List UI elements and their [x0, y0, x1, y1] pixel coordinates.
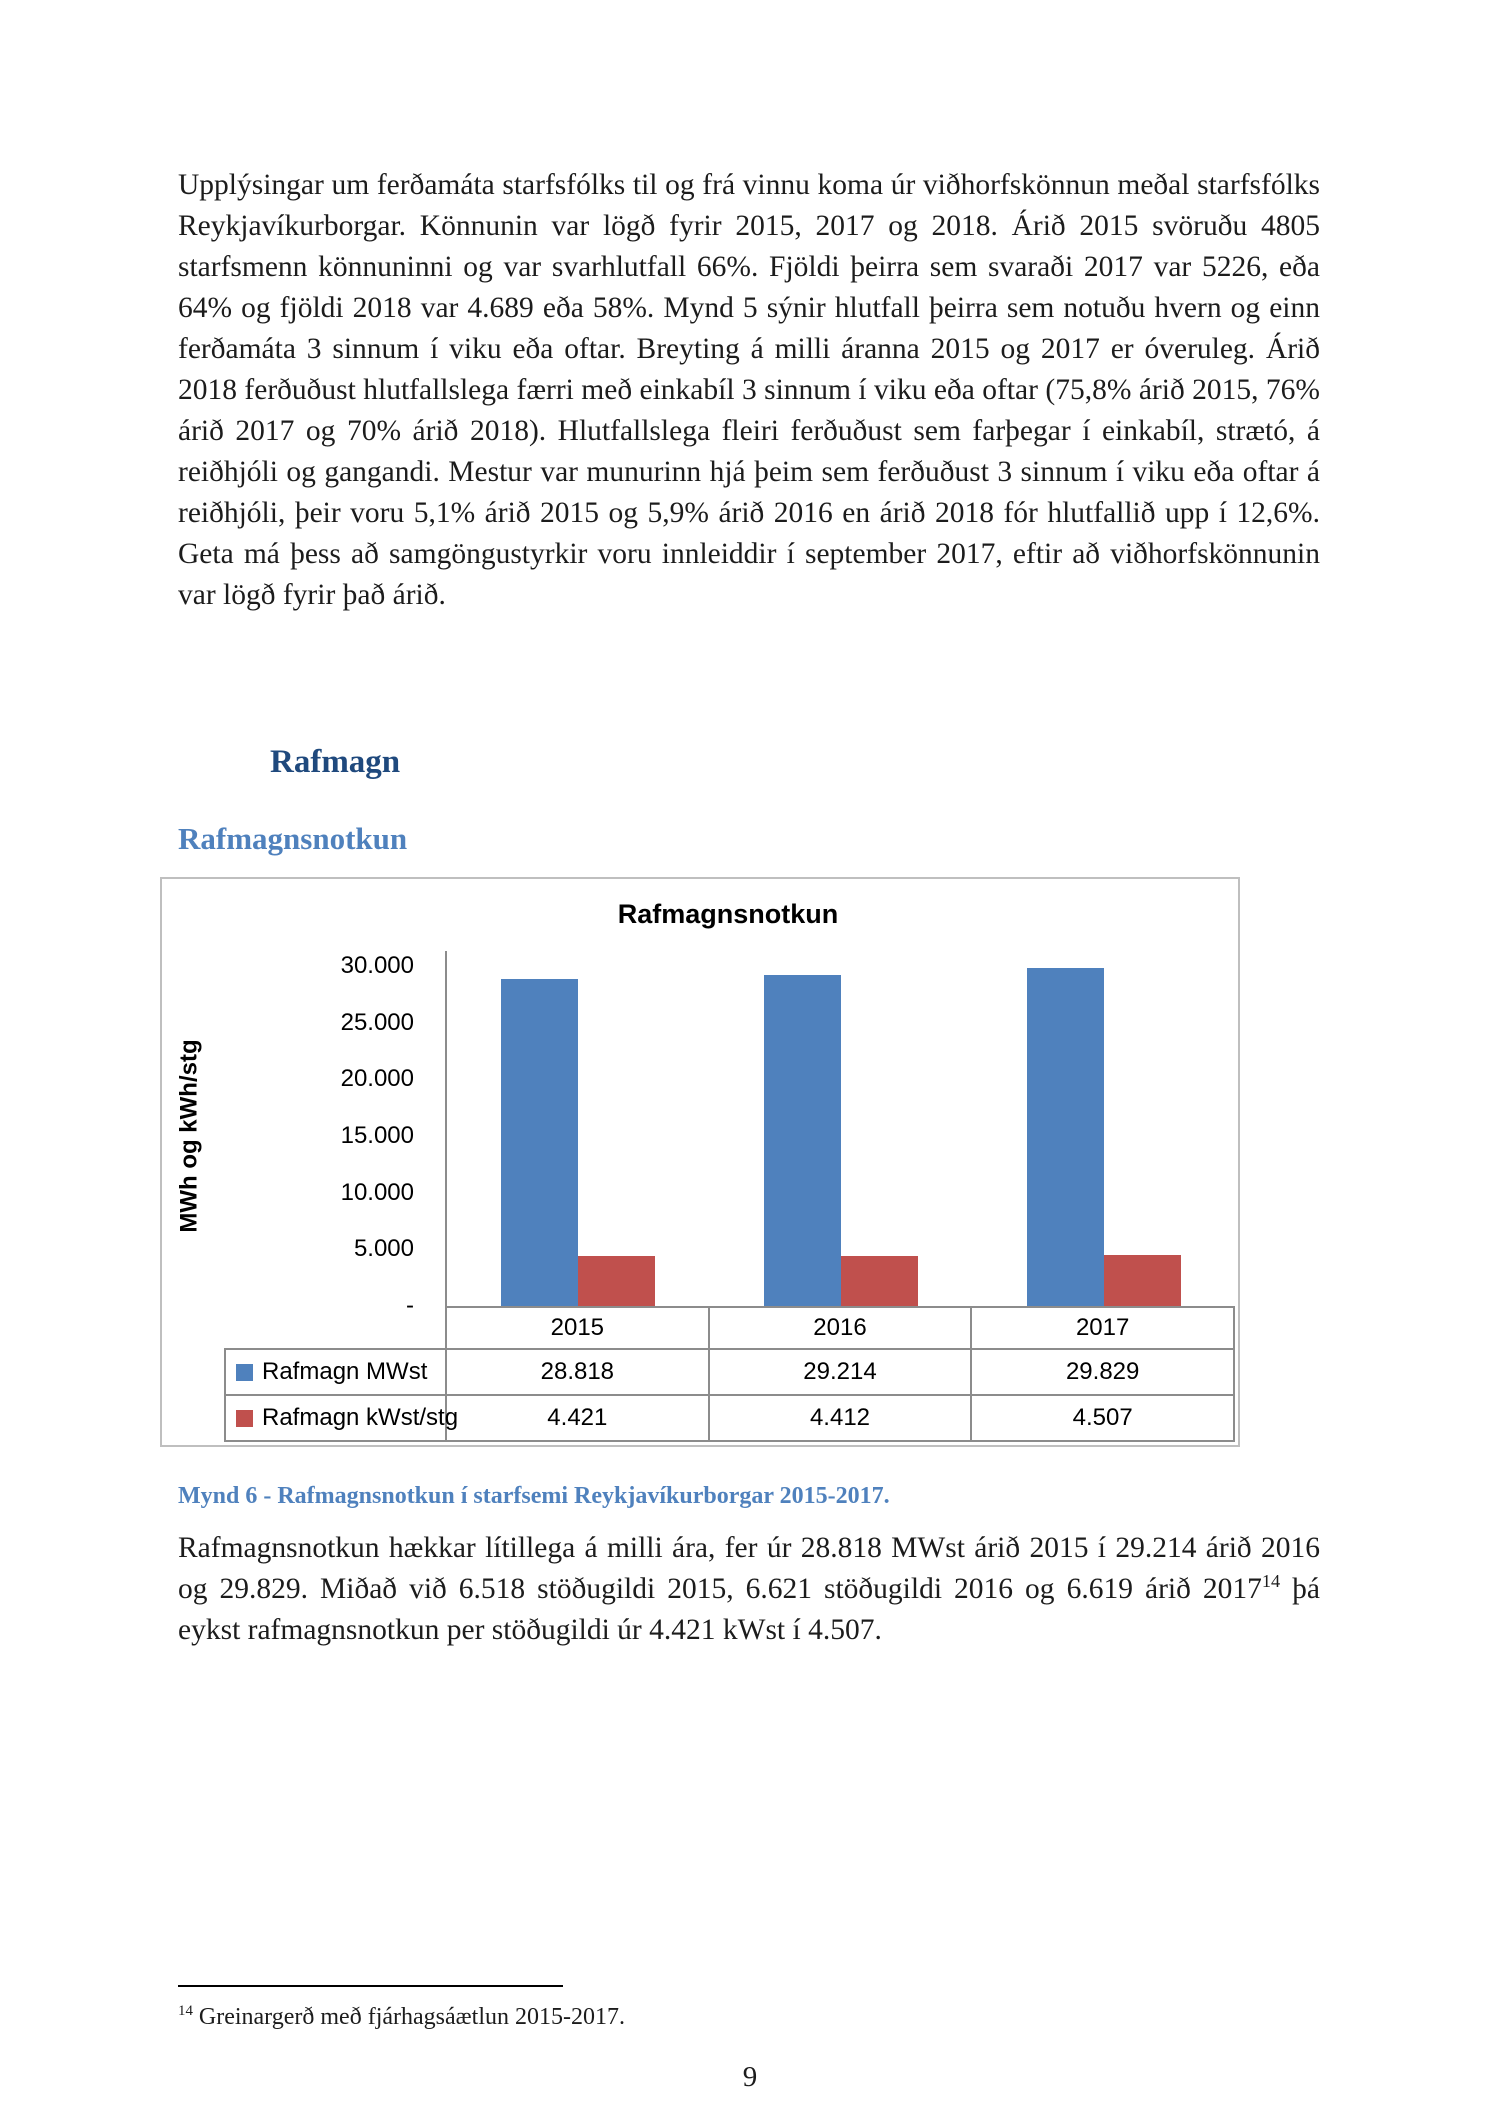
value-cell: 29.829: [970, 1348, 1235, 1396]
bar-group-2017: [972, 966, 1235, 1306]
y-tick-label: 5.000: [353, 1235, 414, 1263]
legend-label: Rafmagn MWst: [262, 1358, 428, 1385]
value-cell: 4.507: [970, 1394, 1235, 1442]
table-corner-cell: [225, 1307, 446, 1349]
bar: [1103, 1254, 1181, 1306]
y-tick-label: 10.000: [340, 1178, 414, 1206]
section-heading-rafmagn: Rafmagn: [270, 744, 401, 780]
table-row: Rafmagn MWst 28.818 29.214 29.829: [224, 1348, 1235, 1396]
paragraph-electricity: Rafmagnsnotkun hækkar lítillega á milli …: [178, 1528, 1320, 1651]
value-cell: 28.818: [445, 1348, 710, 1396]
value-cell: 4.421: [445, 1394, 710, 1442]
y-axis-line: [445, 951, 447, 1306]
chart-table-header-row: 2015 2016 2017: [225, 1306, 1235, 1350]
footnote-marker: 14: [178, 2003, 193, 2019]
y-tick-label: 30.000: [340, 952, 414, 979]
year-header: 2017: [970, 1306, 1235, 1350]
legend-label: Rafmagn kWst/stg: [262, 1404, 459, 1431]
page-number: 9: [742, 2061, 758, 2093]
y-tick-label: 15.000: [340, 1122, 414, 1149]
table-row: Rafmagn kWst/stg 4.421 4.412 4.507: [224, 1394, 1235, 1442]
bar: [578, 1255, 656, 1306]
bar: [1026, 967, 1104, 1306]
subsection-heading-rafmagnsnotkun: Rafmagnsnotkun: [178, 821, 408, 856]
bar: [841, 1256, 918, 1306]
plot-area: [447, 966, 1235, 1306]
year-header: 2016: [707, 1306, 973, 1350]
y-tick-label: -: [406, 1292, 414, 1319]
paragraph-electricity-text: Rafmagnsnotkun hækkar lítillega á milli …: [178, 1532, 1320, 1605]
chart-data-table: 2015 2016 2017 Rafmagn MWst 28.818 29.214 29.…: [224, 1306, 1235, 1442]
footnote: 14 Greinargerð með fjárhagsáætlun 2015-2…: [178, 2001, 1320, 2033]
value-cell: 29.214: [707, 1348, 973, 1396]
y-axis-ticks: 30.000 25.000 20.000 15.000 10.000 5.000 -: [162, 952, 430, 1319]
paragraph-travel-survey: Upplýsingar um ferðamáta starfsfólks til…: [178, 169, 1320, 611]
footnote-divider: [178, 1985, 563, 1987]
legend-cell: Rafmagn MWst: [224, 1348, 447, 1396]
footnote-text: Greinargerð með fjárhagsáætlun 2015-2017…: [192, 2004, 625, 2030]
paragraph-electricity-text-cont: þá eykst rafmagnsnotkun per stöðugildi ú…: [178, 1573, 1321, 1646]
value-cell: 4.412: [707, 1394, 973, 1442]
legend-swatch-icon: [236, 1364, 253, 1381]
y-tick-label: 25.000: [340, 1008, 414, 1036]
chart-title: Rafmagnsnotkun: [617, 899, 839, 929]
legend-cell: Rafmagn kWst/stg: [224, 1394, 458, 1442]
y-tick-label: 20.000: [340, 1065, 414, 1093]
bar: [501, 979, 579, 1306]
legend-swatch-icon: [236, 1410, 253, 1427]
bar-group-2016: [710, 966, 973, 1306]
footnote-reference: 14: [1261, 1571, 1281, 1592]
electricity-usage-chart: Rafmagnsnotkun MWh og kWh/stg 30.000 25.0…: [160, 877, 1240, 1447]
year-header: 2015: [445, 1306, 710, 1350]
bar-group-2015: [447, 966, 710, 1306]
bar: [764, 974, 841, 1306]
chart-table-body: Rafmagn MWst 28.818 29.214 29.829 Rafmagn kW…: [224, 1348, 1235, 1442]
figure-caption: Mynd 6 - Rafmagnsnotkun í starfsemi Reyk…: [178, 1483, 890, 1509]
